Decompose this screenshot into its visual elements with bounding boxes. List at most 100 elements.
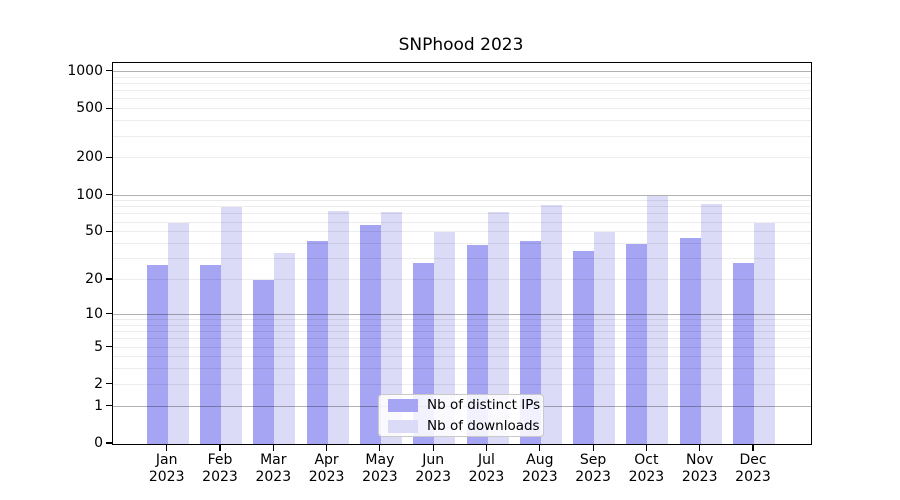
legend-entry-downloads: Nb of downloads [388, 418, 540, 434]
bar-distinct-ips-may [359, 225, 381, 444]
y-tick-mark-200 [106, 156, 113, 158]
x-tick-mark-aug [539, 444, 541, 451]
x-tick-label-jul: Jul 2023 [442, 452, 532, 485]
gridline-y-50 [113, 231, 811, 233]
y-tick-mark-1000 [106, 70, 113, 72]
y-tick-mark-0 [106, 442, 113, 444]
gridline-y-8 [113, 324, 811, 326]
legend-swatch-downloads-icon [388, 419, 418, 433]
y-tick-mark-20 [106, 278, 113, 280]
y-tick-label-200: 200 [76, 149, 103, 166]
legend-label-downloads: Nb of downloads [427, 418, 540, 434]
bar-downloads-apr [327, 210, 349, 444]
x-tick-label-aug: Aug 2023 [495, 452, 585, 485]
x-tick-mark-mar [272, 444, 274, 451]
x-tick-month: Jun [422, 452, 445, 468]
gridline-y-1000 [113, 70, 811, 72]
y-tick-mark-10 [106, 313, 113, 315]
x-tick-label-sep: Sep 2023 [548, 452, 638, 485]
gridline-y-600 [113, 98, 811, 100]
x-tick-mark-dec [752, 444, 754, 451]
y-tick-mark-1 [106, 405, 113, 407]
bar-distinct-ips-nov [679, 237, 701, 444]
bar-downloads-nov [700, 204, 722, 444]
x-tick-year: 2023 [202, 468, 238, 485]
gridline-y-2 [113, 383, 811, 385]
bar-distinct-ips-mar [253, 280, 275, 444]
y-tick-label-5: 5 [94, 338, 103, 355]
bar-distinct-ips-dec [733, 262, 754, 444]
x-tick-month: May [365, 452, 395, 468]
y-tick-label-100: 100 [76, 186, 103, 203]
x-tick-month: Oct [634, 452, 659, 468]
bar-downloads-aug [540, 205, 562, 444]
x-tick-mark-sep [592, 444, 594, 451]
gridline-y-4 [113, 356, 811, 358]
y-tick-label-10: 10 [85, 305, 103, 322]
x-tick-month: Apr [314, 452, 339, 468]
x-tick-mark-may [379, 444, 381, 451]
x-tick-label-jun: Jun 2023 [388, 452, 478, 485]
x-tick-mark-jul [485, 444, 488, 451]
x-tick-year: 2023 [308, 468, 345, 485]
legend: Nb of distinct IPs Nb of downloads [378, 394, 544, 437]
x-tick-mark-feb [219, 444, 221, 451]
x-tick-year: 2023 [681, 468, 718, 485]
x-tick-year: 2023 [362, 468, 398, 485]
gridline-y-60 [113, 221, 811, 223]
chart-title: SNPhood 2023 [398, 35, 524, 55]
bar-distinct-ips-feb [200, 264, 221, 444]
bar-downloads-mar [274, 252, 296, 444]
y-tick-mark-5 [106, 345, 113, 348]
gridline-y-20 [113, 279, 811, 280]
bar-downloads-sep [594, 232, 616, 444]
bar-downloads-dec [754, 222, 775, 444]
x-tick-month: Mar [260, 452, 287, 468]
x-tick-year: 2023 [575, 468, 611, 485]
legend-swatch-distinct-ips-icon [388, 398, 418, 412]
gridline-y-40 [113, 243, 811, 244]
gridline-y-90 [113, 200, 811, 202]
y-tick-label-50: 50 [85, 223, 103, 240]
x-tick-month: Aug [526, 452, 554, 468]
x-tick-label-nov: Nov 2023 [655, 452, 745, 485]
x-tick-year: 2023 [148, 468, 185, 485]
gridline-y-9 [113, 319, 811, 320]
gridline-y-7 [113, 331, 811, 332]
gridline-y-5 [113, 346, 811, 348]
x-tick-year: 2023 [735, 468, 771, 485]
gridline-y-3 [113, 368, 811, 370]
bar-downloads-jul [487, 211, 509, 444]
plot-area [112, 62, 812, 445]
x-tick-month: Feb [207, 452, 233, 468]
bar-downloads-feb [221, 207, 242, 444]
x-tick-label-may: May 2023 [335, 452, 425, 485]
x-tick-month: Jan [155, 452, 178, 468]
bar-downloads-jan [167, 222, 189, 444]
y-tick-label-20: 20 [85, 271, 103, 287]
x-tick-mark-jun [432, 444, 434, 451]
bar-distinct-ips-oct [626, 244, 648, 444]
plot-canvas [113, 63, 811, 444]
y-tick-mark-2 [106, 383, 113, 385]
y-tick-label-1: 1 [94, 397, 103, 414]
x-tick-label-mar: Mar 2023 [228, 452, 318, 485]
legend-label-distinct-ips: Nb of distinct IPs [427, 397, 541, 413]
x-tick-label-oct: Oct 2023 [601, 452, 691, 485]
gridline-y-900 [113, 76, 811, 78]
legend-entry-distinct-ips: Nb of distinct IPs [388, 397, 540, 413]
gridline-y-400 [113, 120, 811, 122]
y-tick-mark-50 [106, 230, 113, 232]
x-tick-label-feb: Feb 2023 [175, 452, 265, 485]
gridline-y-6 [113, 338, 811, 340]
y-tick-mark-500 [106, 107, 113, 109]
x-tick-label-jan: Jan 2023 [122, 452, 212, 485]
bar-distinct-ips-jan [146, 264, 168, 444]
gridline-y-500 [113, 108, 811, 110]
x-tick-mark-oct [645, 444, 647, 451]
y-tick-label-1000: 1000 [67, 62, 103, 79]
y-tick-label-0: 0 [94, 435, 103, 451]
x-tick-year: 2023 [415, 468, 451, 485]
y-tick-mark-100 [106, 193, 113, 196]
